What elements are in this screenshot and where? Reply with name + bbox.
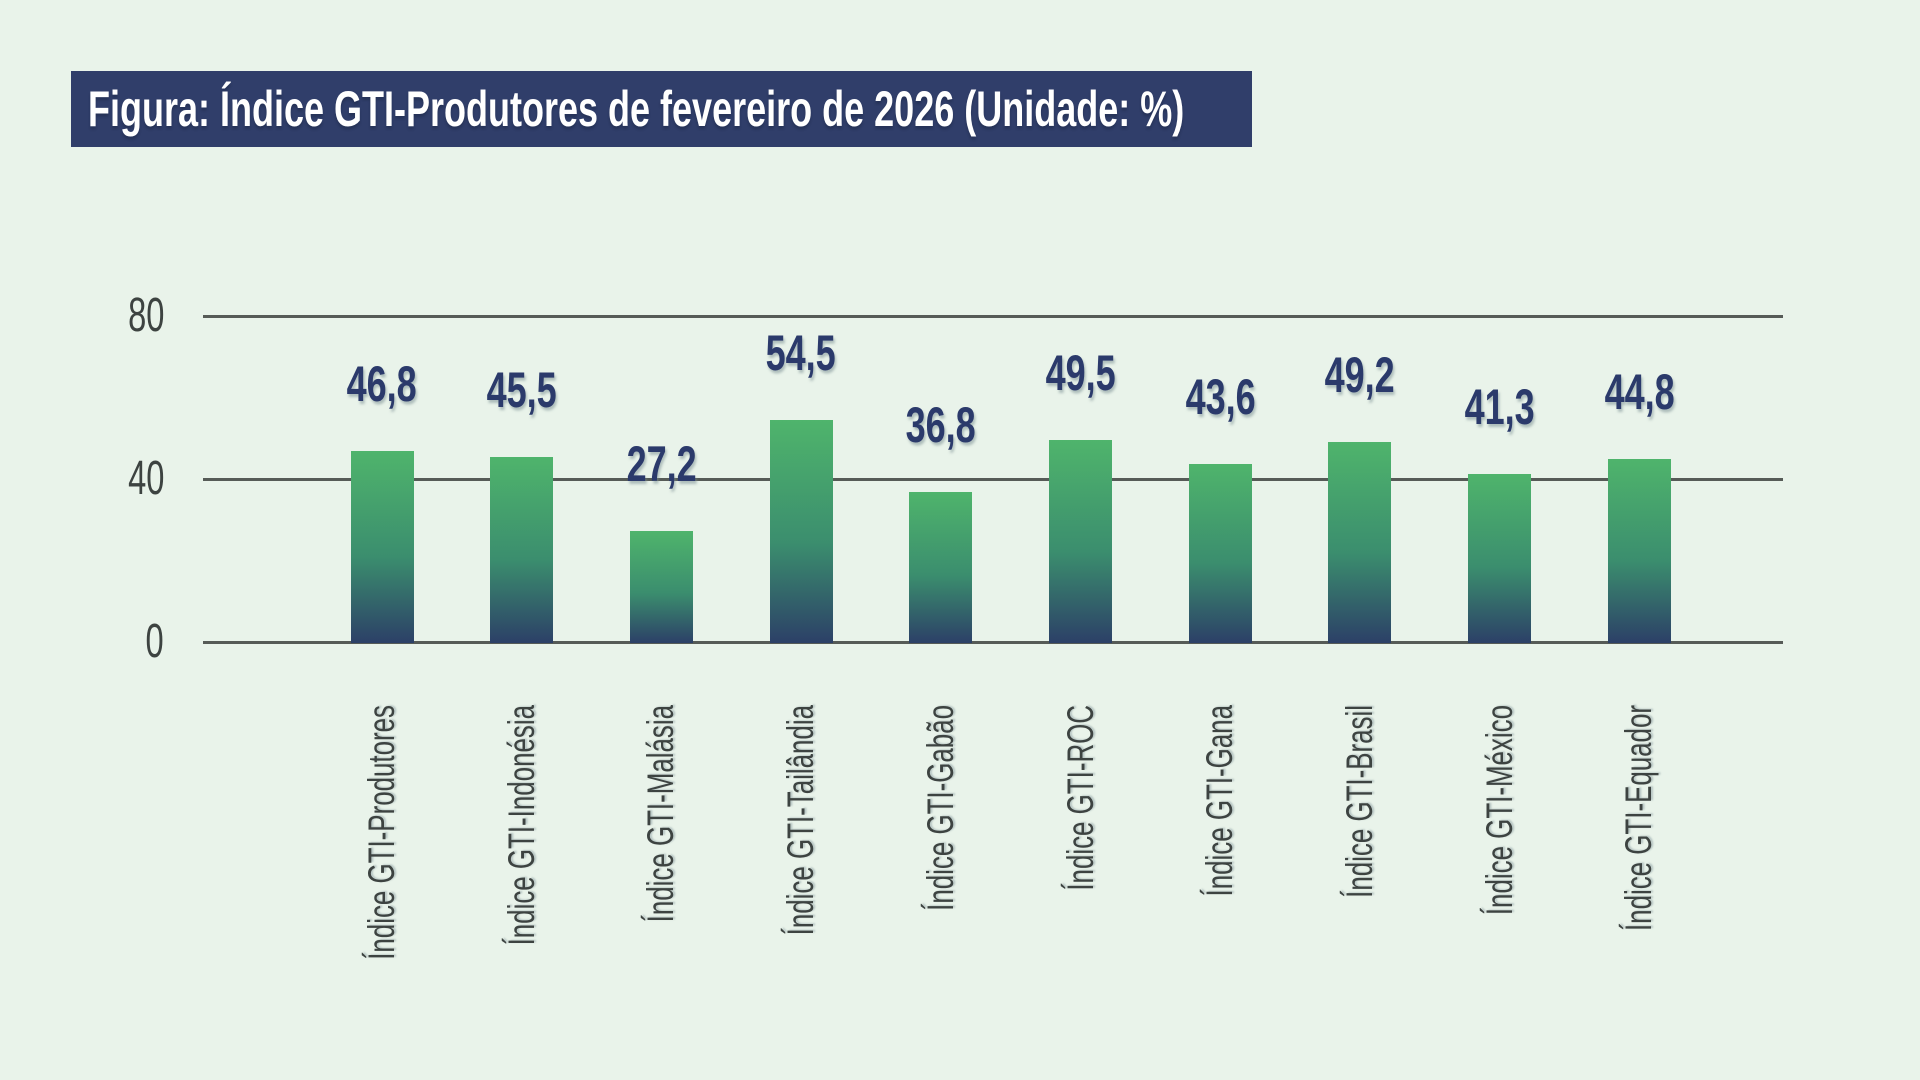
bar-value-text: 45,5 <box>486 361 557 418</box>
y-tick-text: 40 <box>127 452 164 505</box>
bar <box>909 492 973 643</box>
bar <box>1328 441 1392 643</box>
bar-value-label: 54,5 <box>691 327 911 379</box>
bar <box>1049 440 1112 643</box>
gridline <box>203 314 1783 318</box>
category-text: Índice GTI-Indonésia <box>500 705 542 946</box>
y-tick-text: 80 <box>127 289 164 342</box>
figure-title-banner: Figura: Índice GTI-Produtores de feverei… <box>71 71 1252 147</box>
bar-value-label: 43,6 <box>1110 371 1330 423</box>
category-label: Índice GTI-Gana <box>1199 705 1241 979</box>
category-label: Índice GTI-Indonésia <box>500 705 542 1048</box>
category-label: Índice GTI-México <box>1478 705 1520 1005</box>
y-tick-label: 40 <box>24 451 164 507</box>
bar-value-label: 49,2 <box>1250 349 1470 401</box>
category-text: Índice GTI-Equador <box>1618 705 1660 932</box>
category-text: Índice GTI-Brasil <box>1338 705 1380 898</box>
category-text: Índice GTI-Malásia <box>640 705 682 923</box>
category-label: Índice GTI-Produtores <box>361 705 402 1069</box>
bar-value-label: 41,3 <box>1390 381 1610 433</box>
category-label: Índice GTI-Brasil <box>1338 705 1380 981</box>
bar-value-text: 36,8 <box>905 397 976 454</box>
category-text: Índice GTI-Produtores <box>361 705 402 960</box>
bar <box>350 451 414 643</box>
bar <box>1607 459 1671 643</box>
bar-value-text: 44,8 <box>1604 364 1675 421</box>
category-text: Índice GTI-ROC <box>1059 705 1101 891</box>
bar-value-text: 54,5 <box>766 324 837 381</box>
y-tick-label: 0 <box>24 614 164 670</box>
bar <box>769 419 833 643</box>
category-text: Índice GTI-Tailândia <box>780 705 822 936</box>
category-label: Índice GTI-Tailândia <box>780 705 822 1034</box>
bar-value-text: 46,8 <box>346 356 418 413</box>
bar <box>1188 464 1252 643</box>
gridline <box>203 640 1783 644</box>
gridline <box>203 477 1783 481</box>
bar-value-label: 36,8 <box>831 399 1051 451</box>
bar-value-text: 49,2 <box>1324 346 1395 403</box>
bar <box>629 531 693 643</box>
bar-value-text: 49,5 <box>1045 345 1116 402</box>
category-label: Índice GTI-Equador <box>1618 705 1660 1028</box>
category-text: Índice GTI-México <box>1478 705 1520 916</box>
y-tick-label: 80 <box>24 288 164 344</box>
category-label: Índice GTI-ROC <box>1059 705 1101 970</box>
bar <box>1468 473 1532 643</box>
bar-value-text: 41,3 <box>1464 378 1535 435</box>
bar-value-label: 45,5 <box>412 364 632 416</box>
bar-value-label: 49,5 <box>971 347 1191 399</box>
category-label: Índice GTI-Malásia <box>640 705 682 1016</box>
y-tick-text: 0 <box>145 615 164 668</box>
category-label: Índice GTI-Gabão <box>919 705 961 999</box>
bar-value-text: 43,6 <box>1185 369 1256 426</box>
bar-value-label: 44,8 <box>1529 366 1749 418</box>
category-text: Índice GTI-Gana <box>1199 705 1241 897</box>
category-text: Índice GTI-Gabão <box>919 705 961 911</box>
bar <box>490 456 554 643</box>
bar-value-label: 27,2 <box>551 438 771 490</box>
figure-title: Figura: Índice GTI-Produtores de feverei… <box>88 81 1185 137</box>
bar-value-text: 27,2 <box>626 436 697 493</box>
bar-value-label: 46,8 <box>272 358 492 410</box>
